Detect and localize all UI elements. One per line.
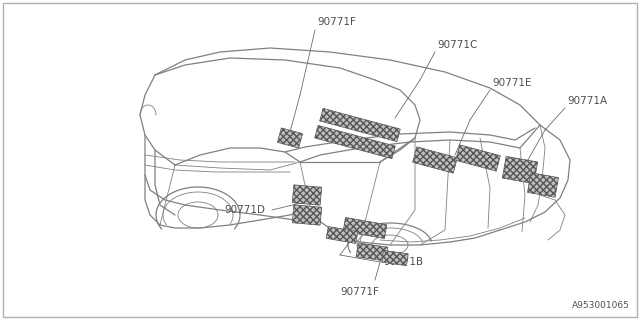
Polygon shape [320,108,400,142]
Polygon shape [456,145,500,171]
Text: 90771F: 90771F [317,17,356,27]
Text: 90771E: 90771E [492,78,531,88]
Polygon shape [413,147,458,173]
Polygon shape [356,243,388,261]
Polygon shape [382,250,408,266]
Polygon shape [527,173,559,197]
Text: A953001065: A953001065 [572,301,630,310]
Polygon shape [277,128,303,148]
Text: 90771D: 90771D [224,205,265,215]
Text: 90771A: 90771A [567,96,607,106]
Polygon shape [315,125,396,159]
Polygon shape [292,205,322,225]
Polygon shape [502,156,538,184]
Polygon shape [343,218,387,238]
Polygon shape [292,185,322,205]
Text: 90771B: 90771B [383,257,423,267]
Text: 90771C: 90771C [437,40,477,50]
Text: 90771F: 90771F [340,287,380,297]
Polygon shape [326,227,358,244]
